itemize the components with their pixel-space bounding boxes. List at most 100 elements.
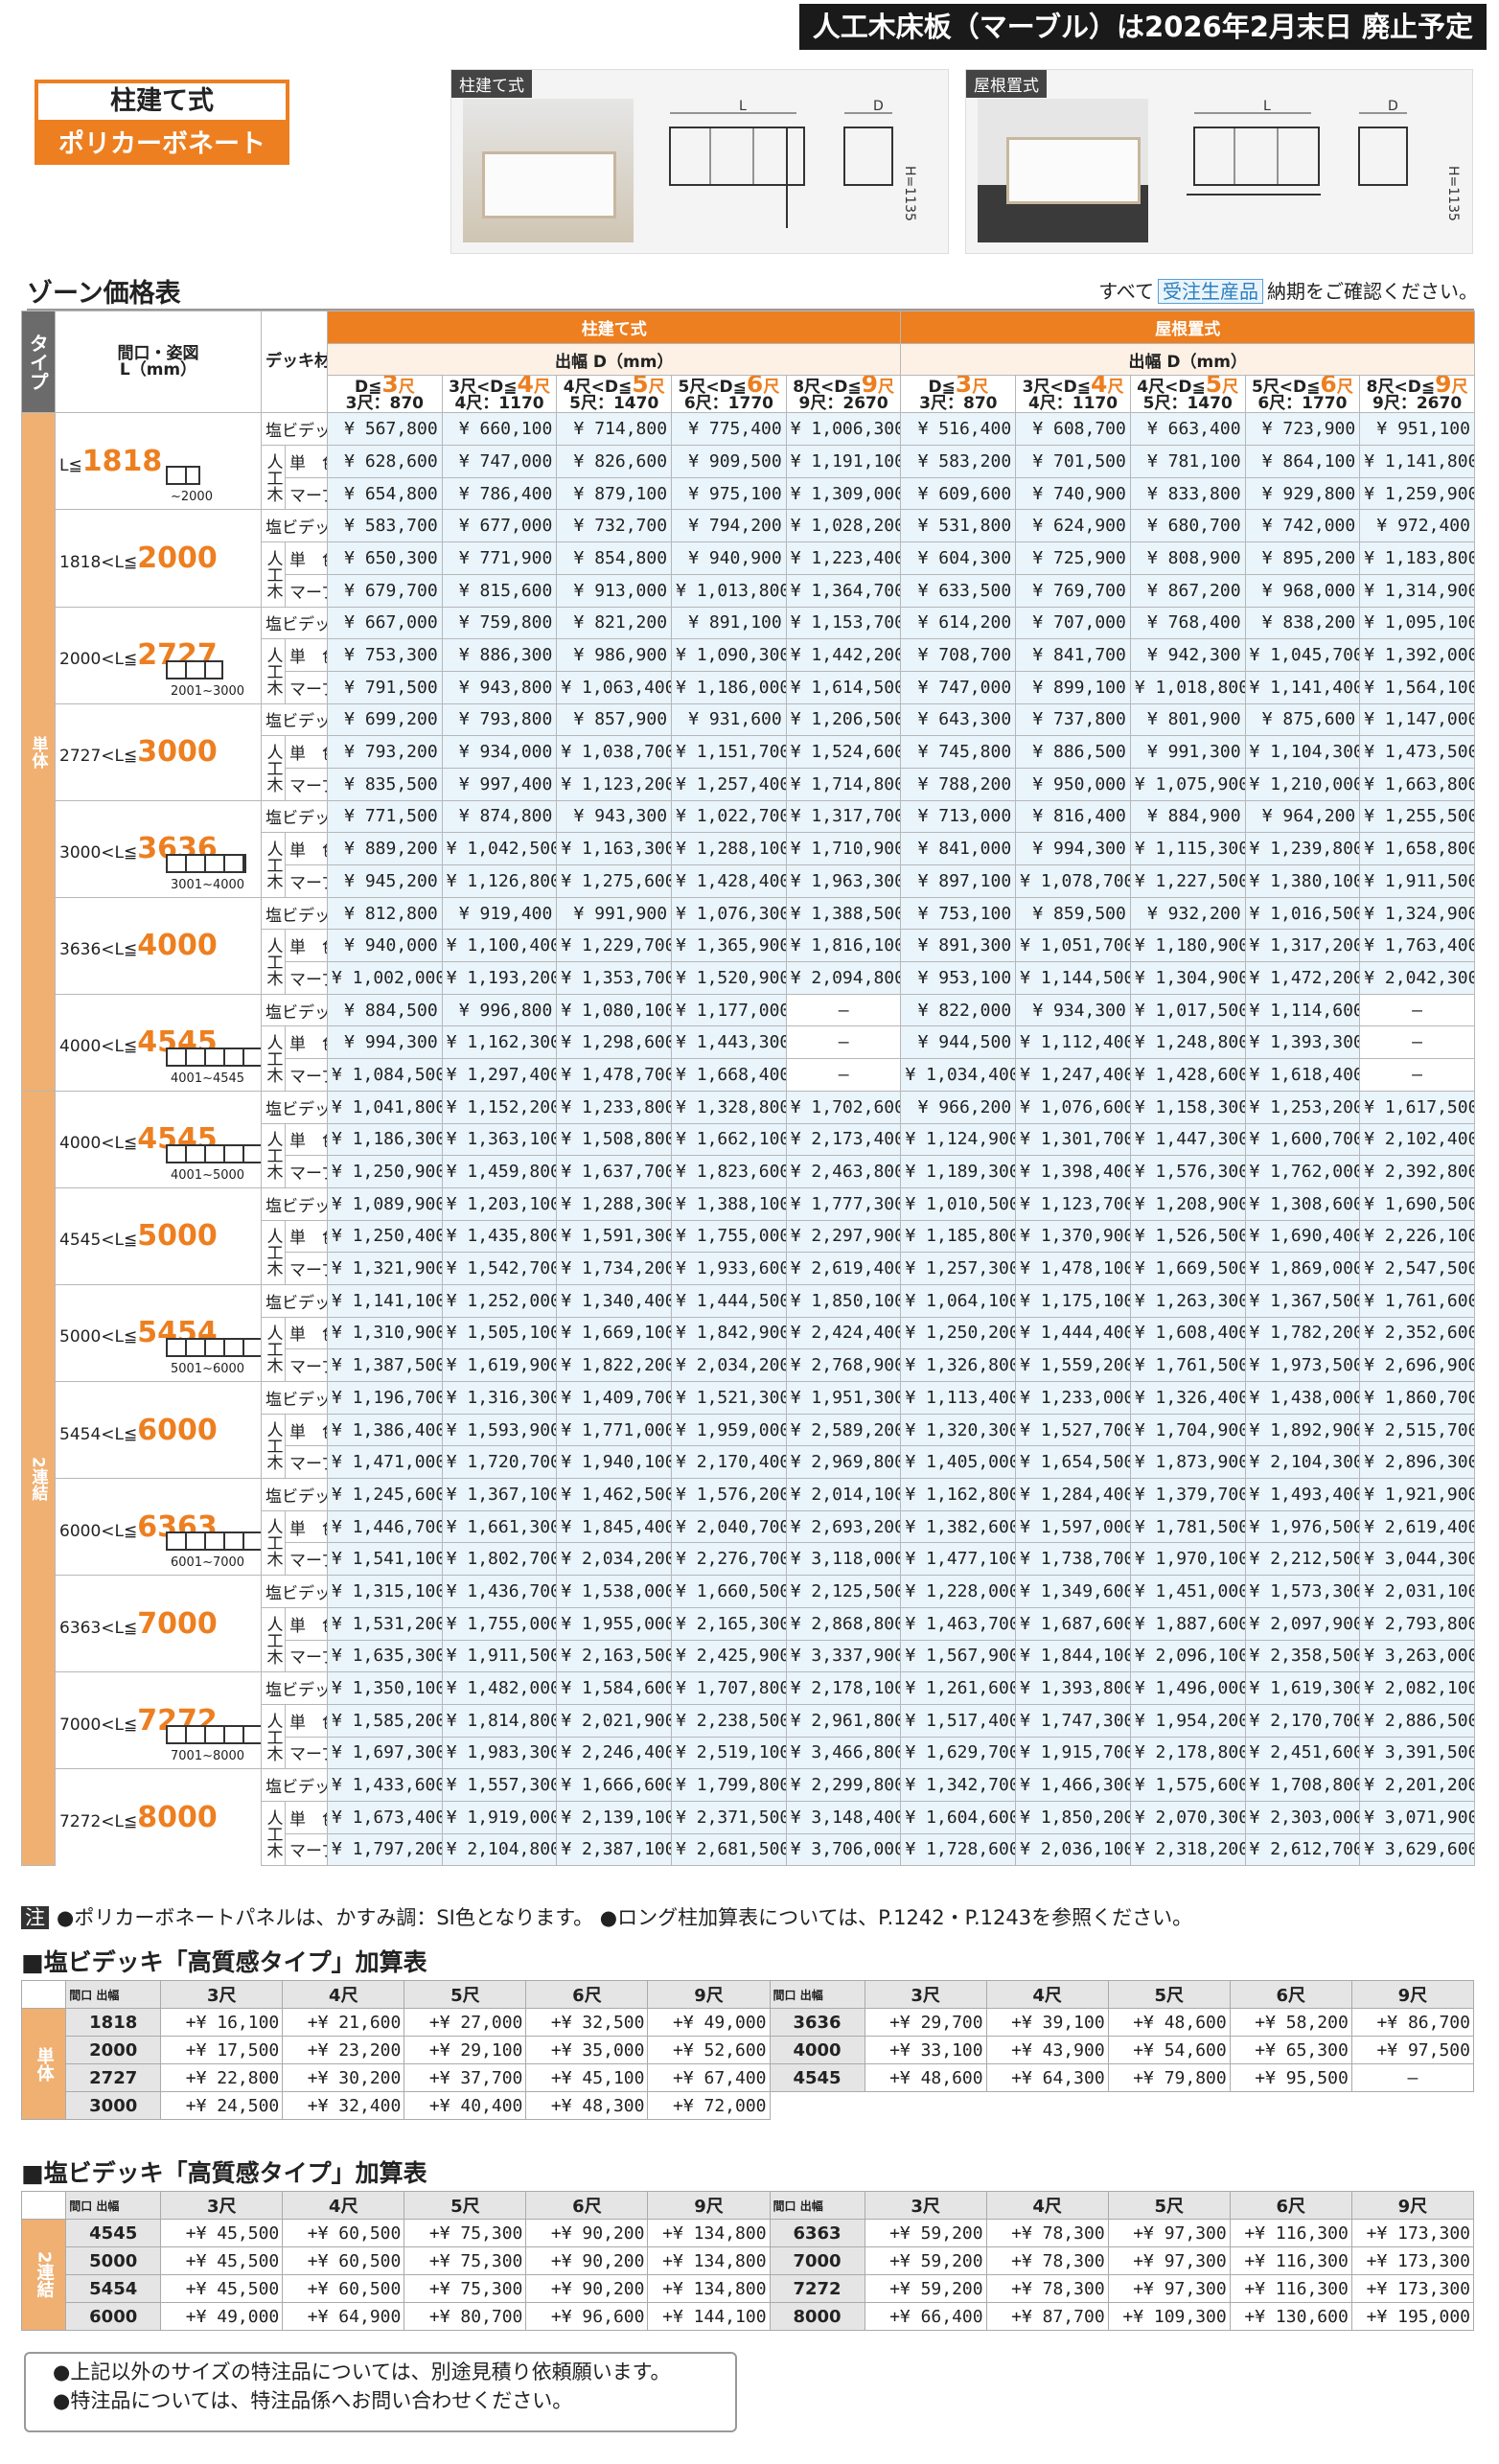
add-value: +¥ 173,300 <box>1350 2219 1475 2247</box>
price-cell: ¥ 1,301,700 <box>1015 1122 1131 1157</box>
price-cell: ¥ 677,000 <box>441 509 558 543</box>
price-cell: ¥ 1,233,800 <box>556 1090 673 1124</box>
price-cell: ¥ 1,443,300 <box>671 1025 787 1060</box>
dimension-drawing <box>1187 112 1408 196</box>
add-value: +¥ 48,600 <box>1107 2008 1231 2037</box>
add-value: +¥ 58,200 <box>1229 2008 1352 2037</box>
add-width: 1818 <box>65 2008 162 2037</box>
price-cell: ¥ 660,100 <box>441 412 558 447</box>
price-cell: ¥ 1,350,100 <box>327 1671 443 1705</box>
material-jin: 人工木 <box>261 1606 286 1673</box>
made-to-order-tag: 受注生産品 <box>1158 279 1263 304</box>
price-cell: ¥ 2,619,400 <box>785 1252 902 1285</box>
material-jin: 人工木 <box>261 1122 286 1188</box>
add-value: +¥ 45,500 <box>160 2219 284 2247</box>
price-cell: ¥ 1,654,500 <box>1015 1445 1131 1480</box>
price-cell: ¥ 826,600 <box>556 445 673 478</box>
material-sub: 単 色 <box>285 1122 328 1157</box>
price-cell: ¥ 1,252,000 <box>441 1283 558 1318</box>
add-value: +¥ 97,500 <box>1350 2036 1475 2064</box>
price-cell: ¥ 1,248,800 <box>1129 1025 1246 1060</box>
layout-range: 4001~5000 <box>171 1167 245 1183</box>
price-cell: ¥ 2,246,400 <box>556 1736 673 1770</box>
price-cell: ¥ 1,524,600 <box>785 735 902 769</box>
price-cell: ¥ 604,300 <box>900 541 1017 575</box>
price-cell: ¥ 1,250,400 <box>327 1219 443 1254</box>
price-cell: ¥ 1,076,300 <box>671 896 787 931</box>
width-range: 2000<L≦2727 2001~3000 <box>55 606 262 704</box>
product-photo <box>978 99 1148 242</box>
price-cell: ¥ 723,900 <box>1244 412 1361 447</box>
price-cell: ¥ 1,573,300 <box>1244 1575 1361 1608</box>
price-cell: ¥ 628,600 <box>327 445 443 478</box>
group-post-type: 柱建て式 <box>326 311 902 344</box>
price-cell: ¥ 1,227,500 <box>1129 864 1246 898</box>
price-cell: ¥ 1,123,200 <box>556 767 673 801</box>
add-value: +¥ 75,300 <box>404 2219 527 2247</box>
material-sub: 単 色 <box>285 1316 328 1350</box>
price-cell: ¥ 2,547,500 <box>1359 1252 1475 1285</box>
price-cell: ¥ 1,508,800 <box>556 1122 673 1157</box>
price-cell: ¥ 745,800 <box>900 735 1017 769</box>
add-value: +¥ 116,300 <box>1229 2246 1352 2275</box>
price-cell: ¥ 516,400 <box>900 412 1017 447</box>
price-cell: ¥ 1,233,000 <box>1015 1381 1131 1415</box>
add-value: +¥ 72,000 <box>647 2091 771 2120</box>
add-value: +¥ 86,700 <box>1350 2008 1475 2037</box>
price-cell: ¥ 1,038,700 <box>556 735 673 769</box>
price-cell: ¥ 940,000 <box>327 929 443 963</box>
add-value: +¥ 21,600 <box>282 2008 405 2037</box>
price-cell: ¥ 934,000 <box>441 735 558 769</box>
add-col-header: 4尺 <box>985 1980 1109 2009</box>
price-cell: ¥ 812,800 <box>327 896 443 931</box>
price-cell: ¥ 1,954,200 <box>1129 1703 1246 1738</box>
price-cell: ¥ 994,300 <box>327 1025 443 1060</box>
price-cell: ¥ 1,018,800 <box>1129 670 1246 704</box>
addition-table-double: 間口 出幅 3尺 4尺 5尺 6尺 9尺 間口 出幅 3尺 4尺 5尺 6尺 9尺 2連結 4545 +¥ … <box>20 2191 1475 2331</box>
price-cell: ¥ 2,297,900 <box>785 1219 902 1254</box>
price-cell: ¥ 1,275,600 <box>556 864 673 898</box>
add-value: +¥ 32,500 <box>525 2008 649 2037</box>
price-cell: ¥ 1,367,100 <box>441 1478 558 1511</box>
price-cell: ¥ 1,175,100 <box>1015 1283 1131 1318</box>
price-cell: ¥ 1,618,400 <box>1244 1058 1361 1092</box>
width-range: 1818<L≦2000 <box>55 509 262 607</box>
add-col-header: 9尺 <box>1350 2191 1475 2220</box>
price-cell: ¥ 583,700 <box>327 509 443 543</box>
add-value: +¥ 134,800 <box>647 2219 771 2247</box>
material-sub: マーブル <box>285 1542 328 1577</box>
price-cell: ¥ 1,714,800 <box>785 767 902 801</box>
price-cell: ¥ 1,892,900 <box>1244 1413 1361 1447</box>
price-cell: ¥ 966,200 <box>900 1090 1017 1124</box>
price-cell: ¥ 608,700 <box>1015 412 1131 447</box>
price-cell: ¥ 934,300 <box>1015 993 1131 1027</box>
width-range: 5000<L≦5454 5001~6000 <box>55 1283 262 1382</box>
layout-diagram <box>166 1337 262 1357</box>
material-sub: 単 色 <box>285 1703 328 1738</box>
price-cell: ¥ 2,070,300 <box>1129 1800 1246 1834</box>
price-cell: ¥ 771,900 <box>441 541 558 575</box>
add-value: +¥ 35,000 <box>525 2036 649 2064</box>
price-cell: ¥ 701,500 <box>1015 445 1131 478</box>
add-value: +¥ 45,100 <box>525 2063 649 2092</box>
price-cell: ¥ 857,900 <box>556 702 673 737</box>
price-cell: ¥ 1,444,500 <box>671 1283 787 1318</box>
price-cell: ¥ 1,245,600 <box>327 1478 443 1511</box>
price-cell: ¥ 747,000 <box>900 670 1017 704</box>
price-cell: ¥ 1,208,900 <box>1129 1186 1246 1221</box>
price-cell: ¥ 1,446,700 <box>327 1509 443 1544</box>
price-cell: ¥ 891,300 <box>900 929 1017 963</box>
price-cell: ¥ 2,102,400 <box>1359 1122 1475 1157</box>
price-cell: ¥ 1,816,100 <box>785 929 902 963</box>
price-cell: ¥ 1,284,400 <box>1015 1478 1131 1511</box>
price-cell: ¥ 1,316,300 <box>441 1381 558 1415</box>
price-cell: ¥ 2,463,800 <box>785 1155 902 1188</box>
price-cell: ¥ 3,466,800 <box>785 1736 902 1770</box>
material-jin: 人工木 <box>261 638 286 704</box>
material-enbi: 塩ビデッキ <box>261 896 328 931</box>
width-range: L≦1818 ~2000 <box>55 412 262 510</box>
section-title: ゾーン価格表 <box>27 272 1471 311</box>
illustration-roof-type: 屋根置式 L D H=1135 <box>965 69 1473 254</box>
corner-header: 間口 出幅 <box>769 1980 865 2009</box>
